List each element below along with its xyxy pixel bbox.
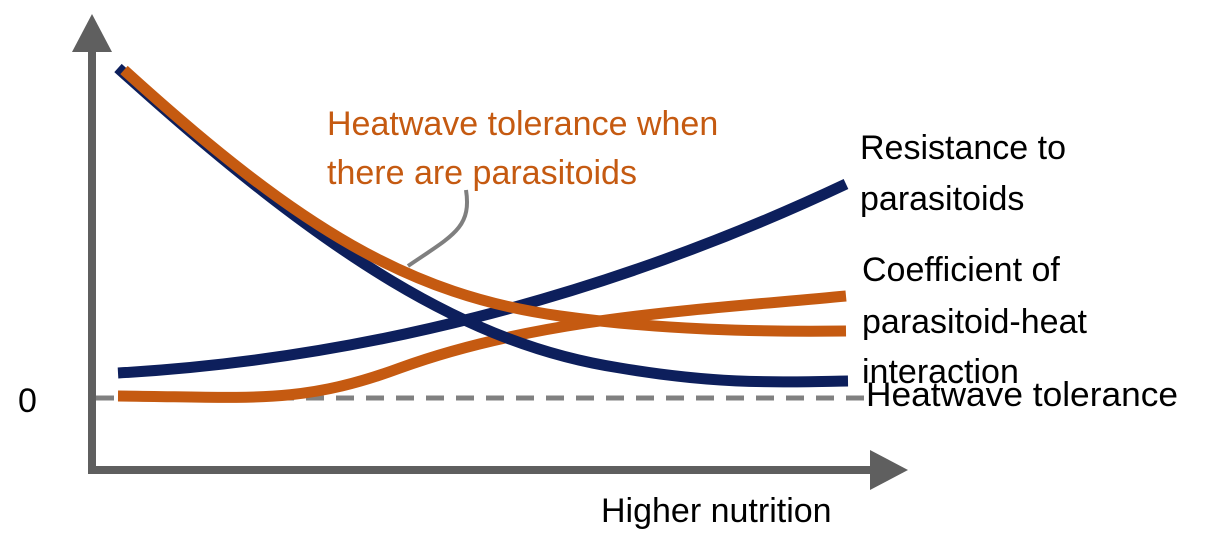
- coefficient-label-line-3: interaction: [862, 353, 1019, 391]
- x-axis-arrowhead: [870, 450, 908, 490]
- heatwave-parasitoids-label-line-2: there are parasitoids: [327, 154, 637, 192]
- resistance-curve: [117, 179, 849, 379]
- coefficient-label-line-2: parasitoid-heat: [862, 303, 1087, 341]
- y-axis-arrowhead: [72, 14, 112, 52]
- coefficient-curve: [117, 290, 847, 403]
- coefficient-label-line-1: Coefficient of: [862, 251, 1060, 289]
- x-axis-label: Higher nutrition: [601, 492, 832, 530]
- resistance-label-line-2: parasitoids: [860, 180, 1024, 218]
- heatwave-tolerance-label: Heatwave tolerance: [866, 376, 1178, 414]
- zero-label: 0: [18, 382, 37, 420]
- heatwave-parasitoids-label-line-1: Heatwave tolerance when: [327, 105, 718, 143]
- resistance-label-line-1: Resistance to: [860, 129, 1066, 167]
- heatwave-tolerance-parasitoids-curve: [120, 65, 847, 337]
- label-leader-line: [406, 189, 469, 268]
